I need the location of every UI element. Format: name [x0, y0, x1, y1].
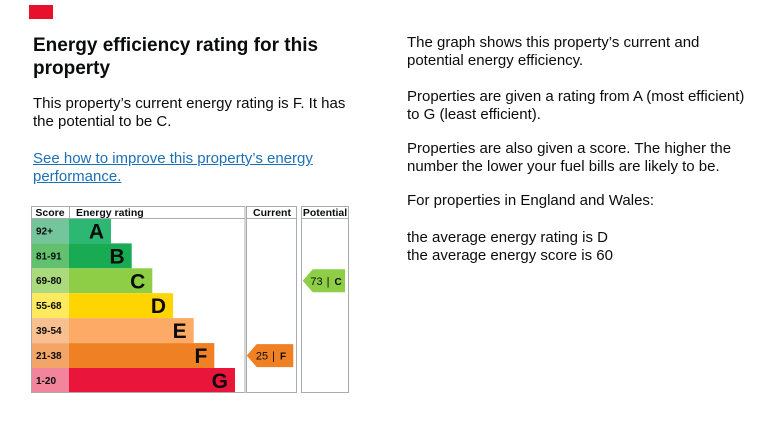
rating-table-border — [31, 206, 246, 393]
score-explanation: Properties are also given a score. The h… — [407, 140, 732, 175]
band-letter-b: B — [110, 245, 125, 268]
score-cell-a — [31, 218, 69, 244]
col-header-rating: Energy rating — [76, 207, 144, 219]
band-letter-a: A — [89, 221, 104, 244]
band-letter-f: F — [194, 345, 207, 368]
score-range-g: 1-20 — [36, 376, 56, 387]
band-bar-g — [69, 368, 235, 393]
score-range-e: 39-54 — [36, 326, 62, 337]
average-rating-line: the average energy rating is D — [407, 229, 608, 246]
score-cell-f — [31, 343, 69, 368]
band-bar-b — [69, 243, 132, 269]
score-range-a: 92+ — [36, 226, 53, 237]
score-range-d: 55-68 — [36, 301, 62, 312]
score-range-b: 81-91 — [36, 251, 62, 262]
band-bar-c — [69, 268, 153, 294]
rating-summary: This property’s current energy rating is… — [33, 95, 346, 130]
potential-arrow-label: 73 | C — [310, 276, 341, 288]
band-bar-d — [69, 293, 173, 319]
red-marker-box — [29, 5, 53, 19]
band-bar-a — [69, 218, 111, 244]
band-letter-g: G — [212, 370, 228, 393]
band-bar-f — [69, 343, 215, 368]
graph-description: The graph shows this property’s current … — [407, 34, 700, 69]
col-header-current: Current — [253, 207, 291, 219]
band-letter-e: E — [173, 320, 187, 343]
epc-rating-chart: Score Energy rating Current Potential 92… — [31, 206, 349, 393]
current-arrow-label: 25 | F — [256, 351, 286, 363]
band-bar-e — [69, 318, 194, 343]
score-cell-e — [31, 318, 69, 343]
score-range-c: 69-80 — [36, 276, 62, 287]
page-title: Energy efficiency rating for this proper… — [33, 35, 319, 79]
potential-arrow — [302, 269, 345, 293]
rating-scale-note: Properties are given a rating from A (mo… — [407, 88, 745, 123]
england-wales-intro: For properties in England and Wales: — [407, 192, 655, 209]
score-cell-g — [31, 368, 69, 393]
band-letter-d: D — [151, 295, 166, 318]
average-score-line: the average energy score is 60 — [407, 247, 613, 264]
col-header-potential: Potential — [303, 207, 347, 219]
score-cell-b — [31, 243, 69, 269]
improve-performance-link[interactable]: See how to improve this property’s energ… — [33, 150, 313, 185]
potential-column-border — [301, 206, 349, 393]
current-arrow — [246, 344, 294, 368]
score-cell-d — [31, 293, 69, 319]
score-cell-c — [31, 268, 69, 294]
score-range-f: 21-38 — [36, 351, 62, 362]
current-column-border — [246, 206, 297, 393]
band-letter-c: C — [130, 270, 145, 293]
col-header-score: Score — [35, 207, 64, 219]
